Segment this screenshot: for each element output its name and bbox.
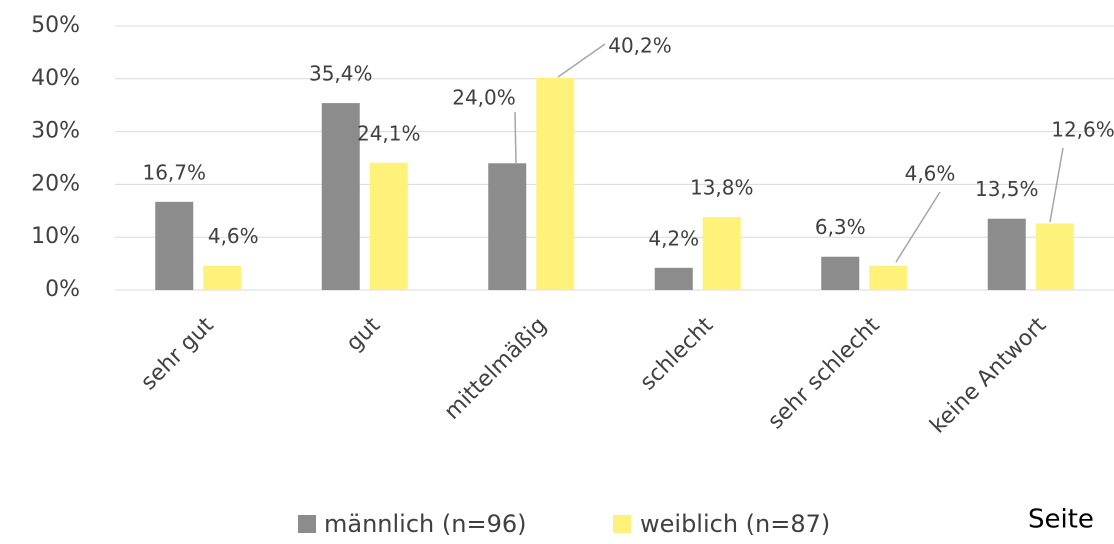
x-tick-label: schlecht — [636, 313, 719, 396]
value-label: 6,3% — [815, 215, 866, 239]
x-tick-label: sehr gut — [136, 313, 219, 396]
legend-swatch — [613, 515, 631, 533]
bar — [321, 103, 360, 290]
legend-label: männlich (n=96) — [324, 510, 526, 538]
legend-swatch — [298, 515, 316, 533]
x-tick-label: gut — [342, 313, 386, 357]
x-tick-label: mittelmäßig — [440, 313, 552, 425]
leader-line — [1049, 147, 1064, 223]
value-label: 16,7% — [142, 160, 206, 184]
value-label: 40,2% — [608, 34, 672, 58]
value-label: 35,4% — [309, 62, 373, 86]
leader-line — [895, 191, 941, 263]
y-tick-label: 20% — [31, 171, 80, 196]
bar — [369, 162, 408, 290]
leader-line — [514, 111, 517, 164]
bar — [654, 267, 693, 290]
legend-label: weiblich (n=87) — [640, 510, 830, 538]
bar — [987, 218, 1026, 290]
y-tick-label: 10% — [31, 224, 80, 249]
bar — [488, 163, 527, 290]
value-label: 24,0% — [452, 86, 516, 110]
bar — [155, 201, 194, 290]
bar — [869, 265, 908, 290]
value-label: 4,6% — [208, 224, 259, 248]
footer: Seite — [1028, 505, 1094, 535]
x-tick-label: sehr schlecht — [763, 313, 885, 435]
value-label: 4,6% — [905, 162, 956, 186]
value-label: 4,2% — [648, 226, 699, 250]
value-label: 13,5% — [975, 177, 1039, 201]
y-tick-label: 0% — [45, 277, 80, 302]
x-tick-label: keine Antwort — [925, 313, 1051, 439]
value-label: 24,1% — [357, 121, 421, 145]
y-tick-label: 50% — [31, 13, 80, 38]
bar — [536, 77, 575, 290]
bar — [1035, 223, 1074, 290]
bar — [821, 256, 860, 290]
bar — [702, 217, 741, 290]
value-label: 13,8% — [690, 176, 754, 200]
leader-line — [557, 43, 606, 78]
y-tick-label: 40% — [31, 66, 80, 91]
value-label: 12,6% — [1051, 118, 1114, 142]
bar — [203, 265, 242, 290]
y-tick-label: 30% — [31, 119, 80, 144]
